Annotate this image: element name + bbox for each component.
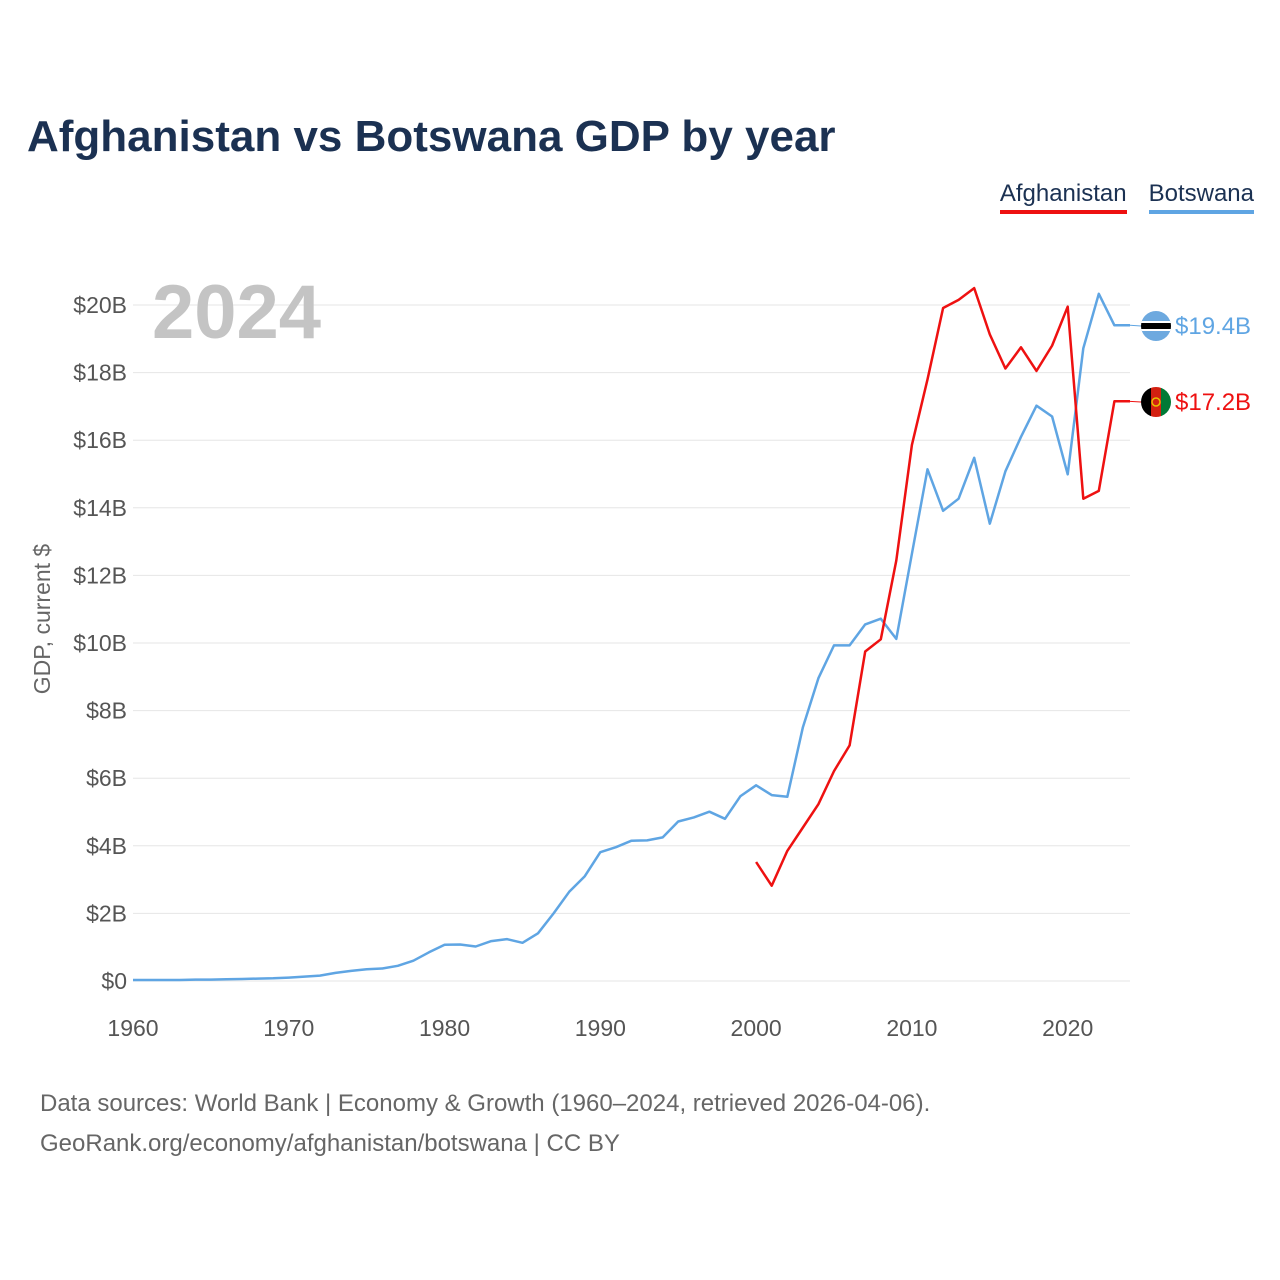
legend-item-botswana[interactable]: Botswana — [1148, 180, 1254, 214]
x-tick-label: 2010 — [886, 1015, 937, 1041]
series-line-afghanistan — [755, 286, 1130, 887]
x-tick-label: 2000 — [731, 1015, 782, 1041]
x-tick-label: 1990 — [575, 1015, 626, 1041]
source-line-1: Data sources: World Bank | Economy & Gro… — [40, 1090, 931, 1117]
x-tick-label: 1970 — [263, 1015, 314, 1041]
chart-title: Afghanistan vs Botswana GDP by year — [27, 112, 836, 161]
y-tick-label: $18B — [73, 360, 127, 386]
end-connector — [1129, 324, 1142, 327]
series-line-botswana — [133, 292, 1130, 982]
y-tick-label: $20B — [73, 292, 127, 318]
legend-item-afghanistan[interactable]: Afghanistan — [999, 180, 1127, 214]
y-tick-label: $6B — [86, 765, 127, 791]
x-tick-label: 1960 — [107, 1015, 158, 1041]
year-label: 2024 — [152, 270, 321, 355]
y-tick-label: $0 — [101, 968, 127, 994]
x-tick-label: 1980 — [419, 1015, 470, 1041]
y-tick-label: $8B — [86, 698, 127, 724]
y-tick-label: $12B — [73, 562, 127, 588]
y-tick-label: $10B — [73, 630, 127, 656]
afghanistan-flag-icon — [1141, 387, 1171, 417]
botswana-flag-icon — [1141, 311, 1171, 341]
y-tick-label: $4B — [86, 833, 127, 859]
end-connector — [1129, 400, 1142, 403]
y-tick-label: $2B — [86, 900, 127, 926]
end-value-label-botswana: $19.4B — [1175, 313, 1251, 340]
x-tick-label: 2020 — [1042, 1015, 1093, 1041]
end-value-label-afghanistan: $17.2B — [1175, 389, 1251, 416]
y-axis-label: GDP, current $ — [29, 544, 55, 695]
y-tick-label: $14B — [73, 495, 127, 521]
source-note: Data sources: World Bank | Economy & Gro… — [40, 1084, 930, 1164]
y-tick-label: $16B — [73, 427, 127, 453]
source-line-2[interactable]: GeoRank.org/economy/afghanistan/botswana… — [40, 1130, 620, 1157]
legend: Afghanistan Botswana — [999, 180, 1254, 214]
